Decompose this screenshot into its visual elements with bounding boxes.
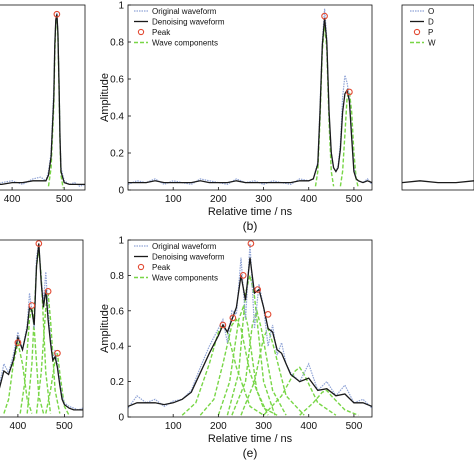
peak-marker-4 bbox=[254, 286, 262, 293]
series-denoised-line-1 bbox=[128, 17, 372, 184]
legend-peak-symbol bbox=[137, 263, 145, 271]
peak-marker-0 bbox=[14, 339, 22, 347]
peak-marker-2 bbox=[35, 240, 43, 247]
x-axis-label: Relative time / ns bbox=[208, 433, 293, 445]
panel-b: 100 200 300 400 500 0 0.2 0.4 0.6 0.8 1 Relative ti… bbox=[99, 1, 373, 233]
y-tick-label: 1 bbox=[118, 1, 124, 12]
peak-marker-5 bbox=[264, 310, 272, 318]
y-tick-label: 0.8 bbox=[110, 271, 124, 282]
series-component-line-6 bbox=[45, 353, 70, 416]
series-denoised-line-1 bbox=[0, 243, 83, 411]
x-tick-label: 400 bbox=[10, 421, 27, 432]
legend-label-original: Original waveform bbox=[152, 242, 217, 251]
series-original-line-0 bbox=[0, 243, 83, 411]
y-tick-label: 0.2 bbox=[110, 377, 124, 388]
legend-label-component: Wave components bbox=[152, 39, 218, 48]
panel-caption: (b) bbox=[243, 219, 258, 233]
axes-frame bbox=[127, 4, 373, 191]
peak-marker-1 bbox=[346, 88, 353, 96]
panel-a-partial: 400 500 bbox=[0, 4, 86, 205]
x-tick-label: 300 bbox=[255, 421, 272, 432]
series-component-line-8 bbox=[263, 366, 337, 416]
y-tick-label: 0.6 bbox=[110, 306, 124, 317]
series-component-line-2 bbox=[181, 323, 264, 416]
series-component-line-4 bbox=[217, 304, 269, 416]
x-tick-label: 100 bbox=[165, 421, 182, 432]
x-tick-label: 500 bbox=[56, 194, 73, 205]
peak-marker-0 bbox=[219, 321, 227, 329]
y-axis-label: Amplitude bbox=[99, 304, 111, 353]
series-component-line-6 bbox=[231, 308, 287, 416]
peak-marker-0 bbox=[321, 12, 328, 20]
legend-label-denoised: Denoising waveform bbox=[152, 18, 225, 27]
series-component-line-3 bbox=[339, 91, 360, 189]
y-tick-label: 0.8 bbox=[110, 38, 124, 49]
y-tick-label: 1 bbox=[118, 236, 124, 247]
axes-frame bbox=[0, 4, 86, 191]
series-component-line-5 bbox=[35, 292, 61, 414]
x-tick-label: 400 bbox=[4, 194, 21, 205]
legend-label-original: O bbox=[428, 7, 434, 16]
x-tick-label: 200 bbox=[210, 421, 227, 432]
peak-marker-3 bbox=[44, 287, 52, 295]
peak-marker-2 bbox=[239, 272, 247, 279]
peak-marker-1 bbox=[229, 314, 237, 322]
legend-peak-symbol bbox=[413, 28, 421, 36]
series-original-line-0 bbox=[0, 12, 85, 187]
series-component-line-2 bbox=[3, 342, 33, 414]
x-tick-label: 500 bbox=[346, 194, 363, 205]
x-tick-label: 100 bbox=[165, 194, 182, 205]
axes-frame bbox=[0, 239, 84, 418]
legend-label-peak: Peak bbox=[152, 263, 171, 272]
legend-label-component: W bbox=[428, 39, 436, 48]
plot-area bbox=[128, 8, 372, 189]
y-axis-label: Amplitude bbox=[99, 73, 111, 122]
legend-label-original: Original waveform bbox=[152, 7, 217, 16]
legend-label-denoised: D bbox=[428, 18, 434, 27]
series-component-line-5 bbox=[226, 275, 276, 416]
legend-label-peak: P bbox=[428, 28, 433, 37]
x-tick-label: 500 bbox=[56, 421, 73, 432]
legend-label-peak: Peak bbox=[152, 28, 171, 37]
peak-marker-4 bbox=[54, 349, 61, 357]
y-tick-label: 0.2 bbox=[110, 149, 124, 160]
y-tick-label: 0.4 bbox=[110, 342, 124, 353]
peak-marker-0 bbox=[53, 10, 61, 18]
legend-peak-symbol bbox=[137, 28, 145, 36]
series-denoised-line-1 bbox=[128, 257, 372, 408]
x-tick-label: 400 bbox=[300, 194, 317, 205]
series-component-line-3 bbox=[199, 318, 278, 416]
y-tick-label: 0 bbox=[118, 413, 124, 424]
x-tick-label: 300 bbox=[255, 194, 272, 205]
series-component-line-9 bbox=[299, 389, 359, 416]
series-denoised-line-0 bbox=[402, 180, 474, 184]
y-tick-label: 0.4 bbox=[110, 112, 124, 123]
legend-label-component: Wave components bbox=[152, 274, 218, 283]
panel-d-partial: 400 500 bbox=[0, 239, 84, 432]
series-denoised-line-1 bbox=[0, 14, 85, 186]
plot-area bbox=[402, 180, 474, 184]
panel-e: 100 200 300 400 500 0 0.2 0.4 0.6 0.8 1 Relative ti… bbox=[99, 236, 373, 460]
legend-label-denoised: Denoising waveform bbox=[152, 253, 225, 262]
axes-frame bbox=[127, 239, 373, 418]
x-tick-label: 500 bbox=[346, 421, 363, 432]
y-tick-label: 0 bbox=[118, 186, 124, 197]
plot-area bbox=[0, 10, 85, 189]
axes-frame bbox=[401, 4, 474, 191]
series-component-line-3 bbox=[19, 307, 45, 414]
plot-area bbox=[0, 240, 83, 416]
x-tick-label: 200 bbox=[210, 194, 227, 205]
peak-marker-3 bbox=[247, 240, 255, 247]
y-tick-label: 0.6 bbox=[110, 75, 124, 86]
x-tick-label: 400 bbox=[300, 421, 317, 432]
peak-marker-1 bbox=[28, 302, 36, 309]
x-axis-label: Relative time / ns bbox=[208, 206, 293, 218]
plot-area bbox=[128, 240, 372, 416]
panel-caption: (e) bbox=[243, 446, 258, 460]
